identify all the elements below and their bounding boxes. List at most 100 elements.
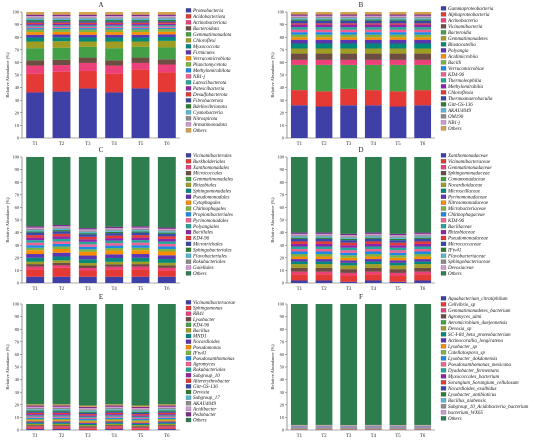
bar-segment: [52, 71, 71, 92]
bar-segment: [52, 15, 71, 18]
legend-entry: Sorangium_Sorangium_cellulosum: [448, 381, 519, 386]
bar-segment: [340, 237, 358, 239]
bar-segment: [315, 238, 333, 242]
bar-segment: [105, 29, 124, 33]
bar-segment: [315, 246, 333, 249]
x-tick-label: T6: [420, 142, 426, 147]
bar-segment: [414, 254, 432, 257]
bar-segment: [364, 259, 382, 262]
legend-swatch: [440, 368, 447, 373]
bar-segment: [364, 236, 382, 238]
bar-segment: [78, 427, 97, 429]
bar-segment: [26, 226, 45, 228]
bar-segment: [52, 412, 71, 415]
legend-entry: Dyadobacter_fermentans: [447, 369, 499, 374]
bar-segment: [131, 62, 150, 70]
bar-segment: [414, 157, 432, 233]
legend-swatch: [185, 200, 192, 205]
bar-segment: [26, 420, 45, 422]
bar-segment: [414, 280, 432, 283]
bar-segment: [105, 28, 124, 30]
legend-entry: Lysobacter_sp: [447, 345, 478, 350]
bar-segment: [389, 272, 407, 276]
y-tick-label: 70: [280, 47, 285, 52]
bar-segment: [389, 275, 407, 282]
bar-segment: [157, 422, 176, 424]
y-tick-label: 40: [280, 377, 285, 382]
bar-segment: [131, 237, 150, 241]
legend-entry: Bacteroidia: [448, 31, 472, 36]
bar-segment: [290, 53, 308, 60]
bar-segment: [157, 22, 176, 24]
bar-segment: [414, 274, 432, 281]
bar-segment: [389, 14, 407, 16]
legend-entry: Bacillus: [193, 329, 209, 334]
legend-swatch: [185, 8, 192, 13]
bar-segment: [157, 428, 176, 430]
bar-segment: [131, 276, 150, 283]
bar-segment: [414, 246, 432, 249]
bar-segment: [26, 20, 45, 22]
bar-segment: [157, 251, 176, 256]
bar-segment: [414, 48, 432, 54]
y-tick-label: 60: [15, 60, 20, 65]
legend-swatch: [185, 378, 192, 383]
legend-entry: Chloroflexia: [448, 91, 474, 96]
bar-segment: [131, 420, 150, 422]
legend-entry: Pseudomonas: [192, 346, 221, 351]
bar-segment: [105, 427, 124, 429]
legend-swatch: [440, 308, 447, 313]
bar-segment: [364, 32, 382, 35]
bar-segment: [414, 39, 432, 44]
bar-segment: [340, 265, 358, 270]
bar-segment: [157, 238, 176, 242]
bar-segment: [78, 421, 97, 423]
legend-swatch: [440, 218, 447, 223]
bar-segment: [26, 247, 45, 251]
bar-segment: [105, 226, 124, 229]
bar-segment: [52, 65, 71, 72]
bar-segment: [52, 304, 71, 405]
bar-segment: [389, 257, 407, 261]
legend-swatch: [440, 404, 447, 409]
legend-swatch: [440, 212, 447, 217]
legend-entry: Sphingomonas: [193, 307, 223, 312]
y-tick-label: 30: [15, 98, 20, 103]
legend-swatch: [440, 165, 447, 170]
legend-entry: AKAU4049: [192, 402, 217, 407]
bar-segment: [131, 418, 150, 421]
legend-entry: Pseudoxanthomonas: [192, 357, 234, 362]
bar-segment: [290, 235, 308, 237]
bar-segment: [52, 406, 71, 408]
y-tick-label: 40: [280, 230, 285, 235]
legend-entry: OM190: [448, 115, 464, 120]
bar-segment: [290, 256, 308, 260]
bar-segment: [26, 14, 45, 17]
legend-entry: Acidobacteriota: [192, 15, 226, 20]
bar-segment: [26, 416, 45, 418]
legend-entry: Thermoleophilia: [448, 79, 482, 84]
legend-entry: Subgroup_17: [193, 396, 220, 401]
bar-segment: [315, 64, 333, 92]
bar-segment: [26, 410, 45, 412]
bar-segment: [52, 262, 71, 266]
y-tick-label: 20: [280, 402, 285, 407]
bar-segment: [157, 412, 176, 415]
bar-segment: [315, 267, 333, 272]
bar-segment: [105, 276, 124, 283]
bar-segment: [157, 411, 176, 413]
bar-segment: [52, 37, 71, 42]
bar-segment: [131, 242, 150, 246]
legend-entry: Aquabacterium_citratiphilum: [447, 297, 508, 302]
y-tick-label: 90: [15, 22, 20, 27]
bar-segment: [157, 157, 176, 228]
legend-swatch: [440, 398, 447, 403]
bar-segment: [364, 14, 382, 16]
bar-segment: [157, 246, 176, 249]
legend-entry: Pseudomonadaceae: [447, 237, 489, 242]
x-tick-label: T2: [321, 142, 327, 147]
bar-segment: [78, 244, 97, 247]
legend-swatch: [185, 395, 192, 400]
bar-segment: [389, 235, 407, 237]
legend-swatch: [185, 300, 192, 305]
